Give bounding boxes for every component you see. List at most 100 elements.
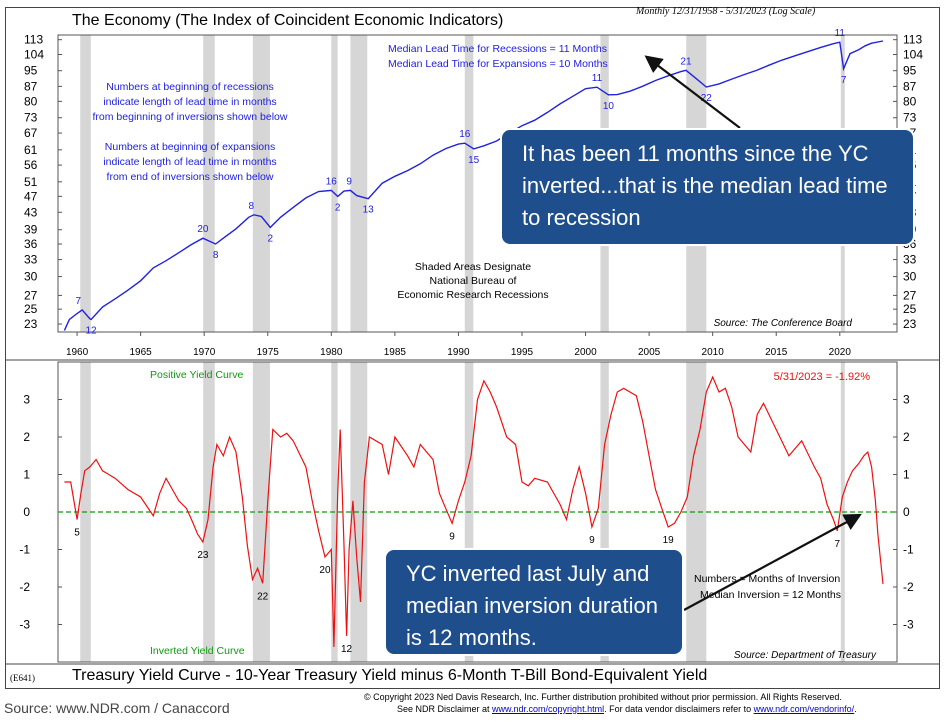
lead-time-label: 9 — [346, 176, 352, 187]
y-tick-label-right: -1 — [903, 543, 914, 557]
latest-value-label: 5/31/2023 = -1.92% — [774, 371, 871, 383]
x-tick-label: 1995 — [511, 347, 534, 358]
recession-band-top — [203, 35, 215, 332]
disclaimer-notice: See NDR Disclaimer at www.ndr.com/copyri… — [397, 704, 857, 714]
y-tick-label-right: 30 — [903, 270, 917, 284]
y-tick-label-left: 25 — [24, 302, 38, 316]
x-tick-label: 1980 — [320, 347, 343, 358]
y-tick-label-left: 95 — [24, 64, 38, 78]
lead-time-label: 13 — [363, 205, 375, 216]
copyright-notice: © Copyright 2023 Ned Davis Research, Inc… — [364, 692, 842, 702]
recession-band-top — [350, 35, 368, 332]
bottom-source-note: Source: Department of Treasury — [734, 650, 877, 661]
top-chart-subtitle: Monthly 12/31/1958 - 5/31/2023 (Log Scal… — [636, 6, 816, 17]
recession-band-top — [331, 35, 338, 332]
y-tick-label-right: 2 — [903, 430, 910, 444]
y-tick-label-left: 1 — [23, 468, 30, 482]
y-tick-label-left: 2 — [23, 430, 30, 444]
y-tick-label-left: -1 — [19, 543, 30, 557]
expansion-lead-note: Numbers at beginning of expansions — [105, 141, 275, 153]
y-tick-label-right: 80 — [903, 94, 917, 108]
y-tick-label-left: 87 — [24, 79, 38, 93]
y-tick-label-right: 113 — [903, 33, 922, 47]
y-tick-label-left: 104 — [24, 48, 44, 62]
inversion-months-label: 9 — [589, 535, 595, 546]
expansion-lead-note: indicate length of lead time in months — [103, 156, 276, 168]
lead-time-label: 10 — [603, 101, 615, 112]
median-expansion-note: Median Lead Time for Expansions = 10 Mon… — [388, 58, 608, 70]
disclaimer-prefix: See NDR Disclaimer at — [397, 704, 493, 714]
y-tick-label-right: 23 — [903, 317, 917, 331]
x-tick-label: 1975 — [257, 347, 280, 358]
y-tick-label-left: -3 — [19, 618, 30, 632]
y-tick-label-right: 3 — [903, 393, 910, 407]
lead-time-label: 15 — [468, 155, 480, 166]
x-tick-label: 2020 — [829, 347, 852, 358]
x-tick-label: 2010 — [702, 347, 725, 358]
top-chart-title: The Economy (The Index of Coincident Eco… — [72, 12, 504, 29]
inversion-months-label: 7 — [834, 539, 840, 550]
source-label: Source: www.NDR.com / Canaccord — [4, 700, 230, 716]
recession-lead-note: indicate length of lead time in months — [103, 96, 276, 108]
y-tick-label-right: 95 — [903, 64, 917, 78]
inversion-months-label: 19 — [663, 535, 675, 546]
inversion-months-label: 20 — [319, 565, 331, 576]
y-tick-label-right: 73 — [903, 111, 917, 125]
x-tick-label: 2005 — [638, 347, 661, 358]
inversion-months-label: 12 — [341, 644, 353, 655]
economy-index-line — [63, 40, 884, 331]
callout-inversion: YC inverted last July and median inversi… — [384, 548, 684, 656]
y-tick-label-left: 61 — [24, 143, 38, 157]
vendorinfo-link[interactable]: www.ndr.com/vendorinfo/ — [753, 704, 855, 714]
lead-time-label: 8 — [248, 201, 254, 212]
y-tick-label-right: 1 — [903, 468, 910, 482]
y-tick-label-right: 27 — [903, 288, 917, 302]
shaded-areas-note: Shaded Areas Designate — [415, 261, 531, 273]
recession-band-bottom — [686, 362, 707, 662]
recession-band-top — [252, 35, 270, 332]
inversion-months-label: 23 — [197, 550, 209, 561]
x-tick-label: 2000 — [574, 347, 597, 358]
lead-time-label: 2 — [335, 202, 341, 213]
lead-time-label: 11 — [592, 73, 603, 84]
lead-time-label: 21 — [680, 56, 692, 67]
y-tick-label-left: 56 — [24, 158, 38, 172]
shaded-areas-note: Economic Research Recessions — [397, 289, 548, 301]
y-tick-label-left: 36 — [24, 237, 38, 251]
median-inversion-legend: Median Inversion = 12 Months — [700, 589, 841, 601]
y-tick-label-left: 30 — [24, 270, 38, 284]
shaded-areas-note: National Bureau of — [430, 275, 517, 287]
recession-lead-note: from beginning of inversions shown below — [93, 111, 288, 123]
recession-band-top — [80, 35, 91, 332]
y-tick-label-right: 0 — [903, 505, 910, 519]
y-tick-label-right: -3 — [903, 618, 914, 632]
y-tick-label-left: 67 — [24, 126, 38, 140]
inversion-months-label: 5 — [74, 528, 80, 539]
top-source-note: Source: The Conference Board — [714, 318, 853, 329]
chart-frame — [5, 7, 940, 689]
x-tick-label: 1960 — [66, 347, 89, 358]
y-tick-label-left: -2 — [19, 580, 30, 594]
inverted-yield-label: Inverted Yield Curve — [150, 645, 245, 657]
y-tick-label-left: 23 — [24, 317, 38, 331]
y-tick-label-right: 87 — [903, 79, 917, 93]
y-tick-label-left: 3 — [23, 393, 30, 407]
lead-time-label: 12 — [85, 325, 97, 336]
y-tick-label-left: 113 — [24, 33, 43, 47]
y-tick-label-left: 27 — [24, 288, 38, 302]
lead-time-label: 22 — [701, 93, 713, 104]
callout-lead-time: It has been 11 months since the YC inver… — [500, 128, 915, 246]
disclaimer-suffix: . — [854, 704, 857, 714]
positive-yield-label: Positive Yield Curve — [150, 369, 244, 381]
x-tick-label: 1990 — [447, 347, 470, 358]
lead-time-label: 11 — [835, 28, 846, 39]
y-tick-label-left: 43 — [24, 205, 38, 219]
inversion-months-label: 22 — [257, 591, 269, 602]
lead-time-label: 16 — [459, 129, 471, 140]
copyright-link[interactable]: www.ndr.com/copyright.html — [492, 704, 605, 714]
x-tick-label: 2015 — [765, 347, 788, 358]
bottom-chart-title: Treasury Yield Curve - 10-Year Treasury … — [72, 667, 708, 684]
y-tick-label-left: 73 — [24, 111, 38, 125]
expansion-lead-note: from end of inversions shown below — [107, 171, 274, 183]
